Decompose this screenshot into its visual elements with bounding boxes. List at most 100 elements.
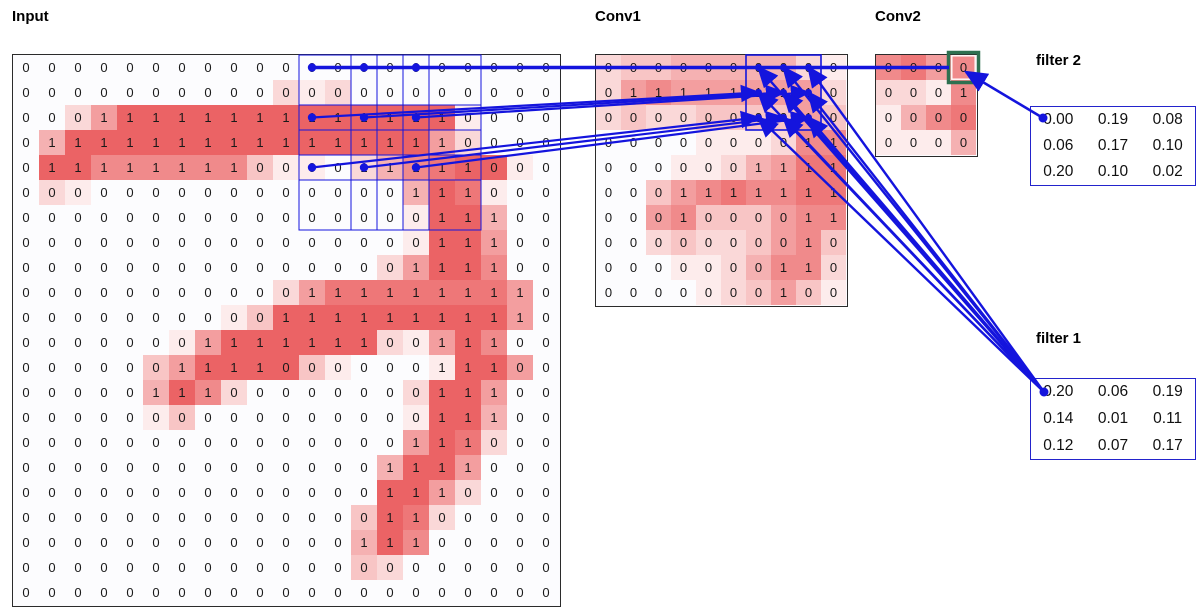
- input-cell: 0: [117, 355, 143, 380]
- conv1-cell: 0: [721, 230, 746, 255]
- input-cell: 1: [507, 305, 533, 330]
- input-cell: 0: [325, 155, 351, 180]
- conv1-cell: 0: [596, 180, 621, 205]
- input-cell: 0: [273, 205, 299, 230]
- input-cell: 0: [455, 80, 481, 105]
- input-cell: 1: [481, 355, 507, 380]
- input-cell: 1: [221, 330, 247, 355]
- input-cell: 0: [117, 380, 143, 405]
- input-cell: 0: [13, 555, 39, 580]
- input-cell: 1: [65, 155, 91, 180]
- input-cell: 0: [169, 405, 195, 430]
- input-cell: 0: [169, 430, 195, 455]
- input-cell: 0: [247, 455, 273, 480]
- input-cell: 1: [273, 305, 299, 330]
- input-cell: 0: [13, 180, 39, 205]
- input-cell: 0: [299, 230, 325, 255]
- conv1-cell: 0: [821, 55, 846, 80]
- input-cell: 0: [195, 405, 221, 430]
- conv2-cell: 0: [926, 130, 951, 155]
- conv1-cell: 1: [671, 205, 696, 230]
- input-cell: 0: [299, 380, 325, 405]
- conv1-cell: 0: [821, 280, 846, 305]
- input-cell: 0: [195, 505, 221, 530]
- input-cell: 0: [533, 155, 559, 180]
- conv1-cell: 0: [746, 255, 771, 280]
- input-cell: 0: [273, 230, 299, 255]
- input-cell: 1: [325, 105, 351, 130]
- input-cell: 0: [221, 255, 247, 280]
- conv1-cell: 1: [771, 255, 796, 280]
- filter1-value: 0.14: [1043, 409, 1074, 427]
- input-cell: 1: [429, 455, 455, 480]
- conv1-cell: 1: [721, 180, 746, 205]
- input-cell: 0: [195, 80, 221, 105]
- input-cell: 1: [429, 230, 455, 255]
- conv2-cell: 0: [876, 80, 901, 105]
- input-cell: 0: [65, 405, 91, 430]
- input-cell: 0: [169, 255, 195, 280]
- conv2-cell: 0: [951, 55, 976, 80]
- conv1-cell: 1: [796, 155, 821, 180]
- input-cell: 0: [91, 405, 117, 430]
- input-cell: 1: [351, 105, 377, 130]
- input-cell: 0: [507, 355, 533, 380]
- input-cell: 0: [247, 155, 273, 180]
- input-cell: 0: [169, 580, 195, 605]
- input-cell: 1: [91, 155, 117, 180]
- input-cell: 0: [325, 505, 351, 530]
- input-cell: 0: [169, 205, 195, 230]
- conv1-cell: 0: [771, 55, 796, 80]
- conv1-cell: 1: [771, 280, 796, 305]
- conv1-cell: 0: [596, 80, 621, 105]
- input-cell: 0: [351, 430, 377, 455]
- conv1-cell: 0: [696, 155, 721, 180]
- input-cell: 0: [65, 80, 91, 105]
- input-cell: 0: [299, 255, 325, 280]
- conv2-cell: 0: [926, 55, 951, 80]
- conv1-cell: 0: [646, 255, 671, 280]
- input-cell: 0: [507, 555, 533, 580]
- input-cell: 0: [325, 405, 351, 430]
- input-cell: 1: [299, 105, 325, 130]
- input-cell: 0: [221, 380, 247, 405]
- input-cell: 1: [429, 130, 455, 155]
- conv2-cell: 0: [926, 105, 951, 130]
- input-cell: 1: [169, 355, 195, 380]
- conv1-cell: 0: [721, 280, 746, 305]
- input-cell: 1: [403, 280, 429, 305]
- input-cell: 0: [481, 505, 507, 530]
- input-cell: 1: [403, 480, 429, 505]
- input-cell: 0: [247, 580, 273, 605]
- input-cell: 0: [117, 80, 143, 105]
- input-cell: 0: [507, 330, 533, 355]
- input-cell: 0: [507, 455, 533, 480]
- filter2-matrix: 0.00 0.19 0.08 0.06 0.17 0.10 0.20 0.10 …: [1030, 106, 1196, 186]
- input-cell: 1: [481, 255, 507, 280]
- conv1-cell: 0: [671, 130, 696, 155]
- input-cell: 0: [455, 555, 481, 580]
- conv1-cell: 0: [646, 230, 671, 255]
- input-cell: 0: [377, 580, 403, 605]
- filter2-value: 0.06: [1043, 137, 1074, 154]
- conv1-cell: 0: [696, 105, 721, 130]
- input-cell: 0: [533, 330, 559, 355]
- input-cell: 1: [299, 330, 325, 355]
- conv1-cell: 0: [746, 130, 771, 155]
- input-title: Input: [12, 8, 49, 25]
- input-cell: 1: [455, 155, 481, 180]
- input-cell: 0: [351, 580, 377, 605]
- input-cell: 0: [247, 430, 273, 455]
- input-cell: 1: [507, 280, 533, 305]
- conv1-cell: 0: [621, 230, 646, 255]
- input-cell: 1: [91, 105, 117, 130]
- input-cell: 1: [481, 280, 507, 305]
- input-cell: 0: [325, 530, 351, 555]
- input-cell: 1: [429, 380, 455, 405]
- conv1-cell: 0: [771, 105, 796, 130]
- input-cell: 0: [403, 330, 429, 355]
- input-cell: 0: [39, 80, 65, 105]
- conv1-cell: 1: [671, 80, 696, 105]
- input-cell: 0: [403, 380, 429, 405]
